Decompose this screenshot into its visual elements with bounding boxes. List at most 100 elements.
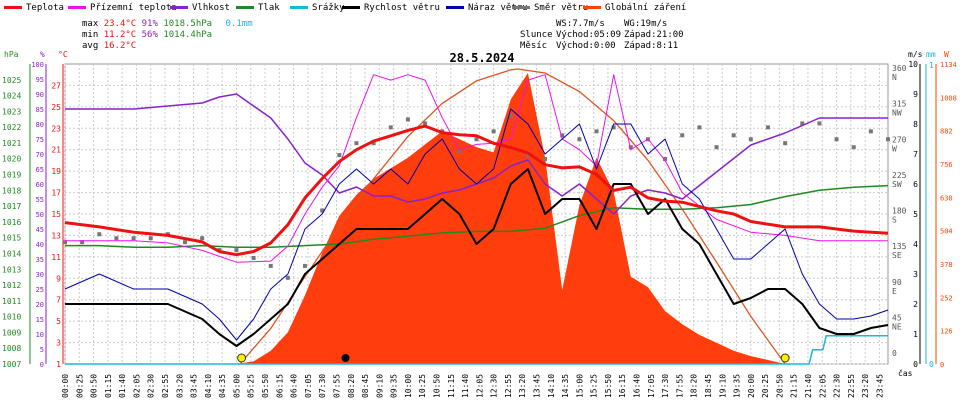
stats-max-rain: 0.1mm (225, 19, 253, 29)
legend-item: Srážky (290, 3, 345, 13)
tick-label-pressure: 1016 (2, 218, 21, 227)
tick-label-x: 10:25 (418, 374, 427, 398)
tick-label-pressure: 1010 (2, 313, 21, 322)
wind-speed-info: WS:7.7m/s (556, 19, 605, 29)
tick-label-x: 20:00 (747, 374, 756, 398)
tick-label-wind: 10 (908, 60, 918, 69)
tick-label-x: 04:10 (204, 374, 213, 398)
tick-label-direction-short: SW (892, 180, 902, 189)
wind-direction-point (268, 263, 273, 268)
tick-label-pressure: 1022 (2, 123, 21, 132)
legend: Teplota Přízemní teplota Vlhkost Tlak Srážky… (0, 0, 966, 18)
tick-label-direction: 360 (892, 64, 907, 73)
tick-label-direction-short: W (892, 144, 897, 153)
tick-label-pressure: 1013 (2, 265, 21, 274)
tick-label-direction-short: S (892, 216, 897, 225)
tick-label-x: 16:15 (618, 374, 627, 398)
tick-label-x: 15:50 (604, 374, 613, 398)
stats-min: min 11.2°C 56% 1014.4hPa (82, 30, 212, 40)
tick-label-humidity: 25 (36, 286, 44, 294)
tick-label-humidity: 30 (36, 271, 44, 279)
tick-label-direction-short: NE (892, 322, 902, 331)
tick-label-x: 07:55 (332, 374, 341, 398)
chart-title: 28.5.2024 (449, 51, 514, 65)
legend-item: Náraz větru (446, 3, 528, 13)
tick-label-temperature: 9 (56, 274, 61, 283)
tick-label-pressure: 1024 (2, 92, 21, 101)
tick-label-humidity: 60 (36, 181, 44, 189)
stats-max: max 23.4°C 91% 1018.5hPa 0.1mm (82, 19, 253, 29)
tick-label-x: 00:00 (61, 374, 70, 398)
axis-label-wind: m/s (908, 50, 923, 59)
tick-label-radiation: 756 (940, 161, 953, 169)
tick-label-pressure: 1021 (2, 139, 21, 148)
legend-label: Globální záření (605, 3, 687, 13)
tick-label-x: 07:05 (304, 374, 313, 398)
wind-direction-point (714, 145, 719, 150)
tick-label-rain: 1 (929, 61, 934, 70)
tick-label-temperature: 13 (51, 231, 61, 240)
tick-label-x: 14:10 (547, 374, 556, 398)
legend-item: Teplota (4, 3, 64, 13)
tick-label-wind: 9 (913, 90, 918, 99)
tick-label-temperature: 3 (56, 339, 61, 348)
tick-label-x: 04:35 (218, 374, 227, 398)
tick-label-x: 08:45 (361, 374, 370, 398)
tick-label-temperature: 19 (51, 167, 61, 176)
wind-direction-point (337, 153, 342, 158)
grid-horizontal (65, 84, 888, 365)
tick-label-radiation: 882 (940, 128, 953, 136)
sunrise-marker (237, 353, 247, 363)
tick-label-radiation: 504 (940, 228, 953, 236)
legend-swatch (290, 6, 308, 9)
tick-label-humidity: 75 (36, 136, 44, 144)
tick-label-direction-short: N (892, 73, 897, 82)
wind-direction-point (457, 149, 462, 154)
tick-label-humidity: 100 (31, 61, 44, 69)
tick-label-wind: 3 (913, 270, 918, 279)
tick-label-temperature: 11 (51, 253, 61, 262)
tick-label-x: 17:55 (675, 374, 684, 398)
tick-label-x: 10:00 (404, 374, 413, 398)
tick-label-pressure: 1012 (2, 281, 21, 290)
tick-label-direction: 180 (892, 207, 907, 216)
tick-label-x: 06:40 (290, 374, 299, 398)
moonset-marker (341, 354, 350, 362)
wind-direction-point (285, 275, 290, 280)
axis-label-pressure: hPa (4, 50, 19, 59)
tick-label-x: 03:20 (175, 374, 184, 398)
tick-label-direction: 135 (892, 242, 907, 251)
wind-direction-point (886, 137, 890, 142)
wind-direction-point (320, 208, 325, 213)
tick-label-x: 02:05 (132, 374, 141, 398)
legend-item: Globální záření (583, 3, 686, 13)
tick-label-direction: 270 (892, 135, 907, 144)
axis-label-x: čas (898, 368, 913, 378)
wind-direction-point (251, 256, 256, 260)
tick-label-humidity: 40 (36, 241, 44, 249)
wind-direction-point (525, 153, 530, 158)
tick-label-x: 20:25 (761, 374, 770, 398)
tick-label-wind: 6 (913, 180, 918, 189)
tick-label-x: 09:35 (390, 374, 399, 398)
wind-direction-point (663, 157, 668, 162)
axis-label-radiation: W (944, 50, 949, 59)
tick-label-wind: 2 (913, 300, 918, 309)
tick-label-x: 02:55 (161, 374, 170, 398)
tick-label-x: 15:00 (575, 374, 584, 398)
tick-label-x: 22:05 (818, 374, 827, 398)
tick-label-x: 07:30 (318, 374, 327, 398)
tick-label-x: 22:30 (833, 374, 842, 398)
tick-label-pressure: 1008 (2, 344, 21, 353)
tick-label-x: 22:55 (847, 374, 856, 398)
tick-label-radiation: 252 (940, 294, 953, 302)
tick-label-direction-short: E (892, 287, 897, 296)
tick-label-humidity: 15 (36, 316, 44, 324)
tick-label-temperature: 17 (51, 189, 61, 198)
stats-max-hum: 91% (141, 19, 158, 29)
tick-label-x: 08:20 (347, 374, 356, 398)
axis-label-temperature: °C (58, 50, 68, 59)
tick-label-radiation: 126 (940, 328, 953, 336)
tick-label-x: 03:45 (190, 374, 199, 398)
tick-label-pressure: 1015 (2, 234, 21, 243)
